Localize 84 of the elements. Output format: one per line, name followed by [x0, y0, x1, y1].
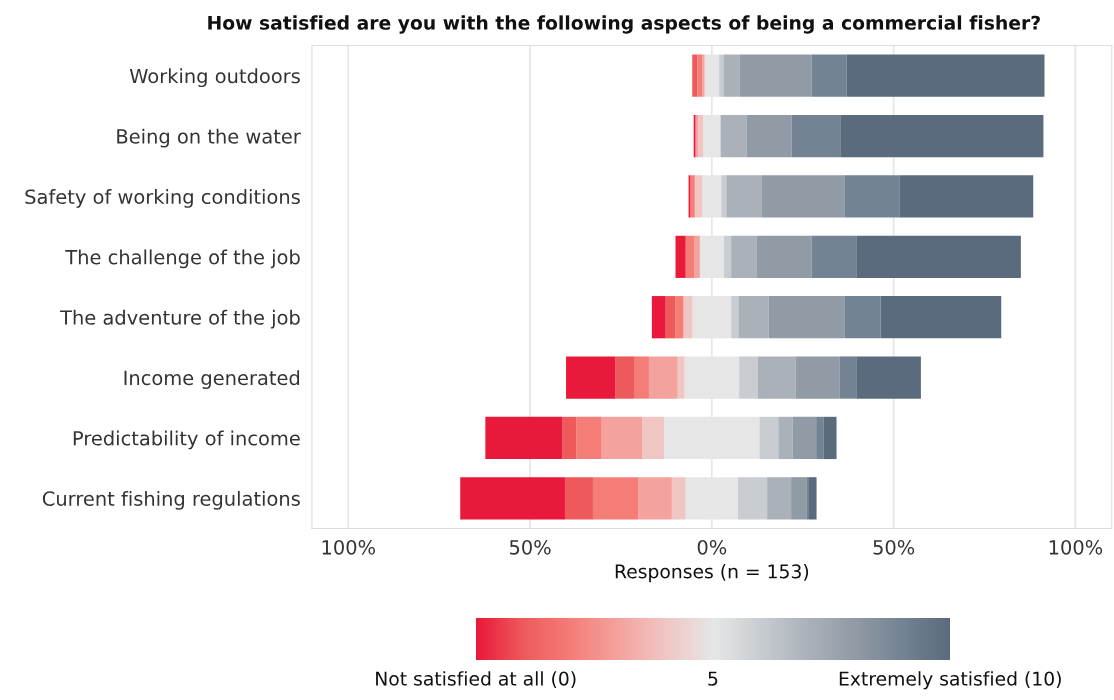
bar [726, 175, 763, 218]
bar [697, 54, 703, 97]
bar [880, 296, 1002, 339]
bar [564, 477, 593, 520]
bar [690, 175, 695, 218]
bar [601, 416, 643, 460]
bar [856, 356, 921, 399]
bar [702, 54, 705, 97]
bar [844, 296, 881, 339]
color-bar-label: Extremely satisfied (10) [839, 671, 1061, 690]
bar [677, 356, 685, 399]
bar [671, 477, 686, 520]
bar [762, 175, 845, 218]
bar [899, 175, 1034, 218]
bar [759, 416, 779, 460]
y-tick-label: Predictability of income [73, 430, 300, 450]
x-axis-title: Responses (n = 153) [615, 564, 809, 583]
bar [675, 296, 684, 339]
bar [731, 296, 739, 339]
bar [739, 356, 759, 399]
bar [615, 356, 635, 399]
bar [683, 296, 693, 339]
bar [723, 54, 740, 97]
bar [642, 416, 665, 460]
bar [856, 235, 1021, 278]
bar [675, 235, 686, 278]
bar [576, 416, 602, 460]
bar [808, 477, 817, 520]
bar [756, 235, 812, 278]
bar [811, 235, 857, 278]
bar [795, 356, 840, 399]
bar [562, 416, 577, 460]
bar [651, 296, 666, 339]
bar [723, 235, 732, 278]
bar [566, 356, 616, 399]
bar [731, 235, 757, 278]
bar [840, 114, 1044, 158]
bar [460, 477, 565, 520]
bar [758, 356, 796, 399]
color-bar-label: Not satisfied at all (0) [376, 671, 576, 688]
bar [816, 416, 824, 460]
bar [692, 54, 698, 97]
bar [844, 175, 900, 218]
bar [791, 114, 841, 158]
x-tick-label: 0% [697, 539, 727, 555]
bar [839, 356, 857, 399]
x-tick-label: 100% [322, 539, 375, 555]
bar [778, 416, 793, 460]
bar [720, 114, 747, 158]
y-tick-label: The challenge of the job [65, 249, 300, 269]
y-tick-label: Income generated [124, 370, 300, 389]
x-tick-label: 50% [873, 539, 915, 555]
bar [823, 416, 837, 460]
color-bar-label: 5 [708, 671, 718, 686]
bar [719, 54, 724, 97]
bar [738, 477, 768, 520]
bar [846, 54, 1045, 97]
bar [768, 296, 845, 339]
chart-title: How satisfied are you with the following aspects of being a commercial fisher? [208, 15, 1040, 34]
bar [791, 477, 807, 520]
bar [665, 296, 676, 339]
bar [739, 54, 812, 97]
bar [721, 175, 727, 218]
bar [811, 54, 847, 97]
y-tick-label: Being on the water [117, 128, 301, 148]
bar [738, 296, 769, 339]
bar [685, 235, 695, 278]
y-tick-label: Working outdoors [129, 68, 300, 88]
bar [767, 477, 792, 520]
x-tick-label: 100% [1049, 539, 1103, 555]
bar [638, 477, 672, 520]
y-tick-label: The adventure of the job [60, 309, 300, 329]
y-tick-label: Current fishing regulations [42, 490, 300, 510]
bar [694, 175, 703, 218]
bar [648, 356, 678, 399]
y-tick-label: Safety of working conditions [25, 189, 300, 208]
x-tick-label: 50% [509, 539, 551, 555]
bar [746, 114, 792, 158]
bar [592, 477, 639, 520]
bar [698, 114, 704, 158]
bar [694, 235, 700, 278]
bar [792, 416, 817, 460]
bar [485, 416, 563, 460]
bar [634, 356, 649, 399]
